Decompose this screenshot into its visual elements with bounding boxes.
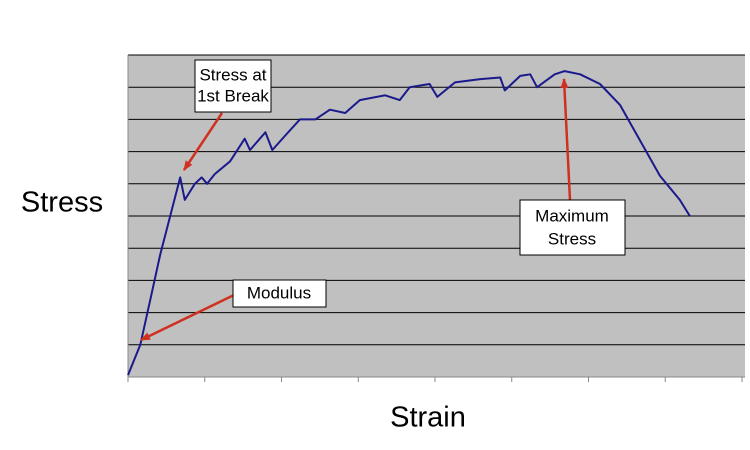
annotation-text: Stress bbox=[548, 229, 596, 248]
annotation-box bbox=[519, 199, 626, 256]
annotation-arrow bbox=[560, 78, 572, 201]
annotation-arrow bbox=[140, 293, 235, 342]
annotation-text: Maximum bbox=[535, 206, 609, 225]
x-axis-label: Strain bbox=[390, 402, 466, 434]
annotation-arrow bbox=[182, 112, 224, 171]
data-line bbox=[127, 70, 691, 376]
annotation-box bbox=[232, 279, 327, 308]
annotation-text: Stress at bbox=[199, 65, 266, 84]
annotations: Stress at 1st Break Modulus Maximum Stre… bbox=[140, 59, 626, 342]
annotation-text: 1st Break bbox=[197, 86, 269, 105]
y-axis-label: Stress bbox=[21, 187, 103, 219]
annotation-box bbox=[194, 59, 272, 113]
annotation-text: Modulus bbox=[247, 283, 311, 302]
